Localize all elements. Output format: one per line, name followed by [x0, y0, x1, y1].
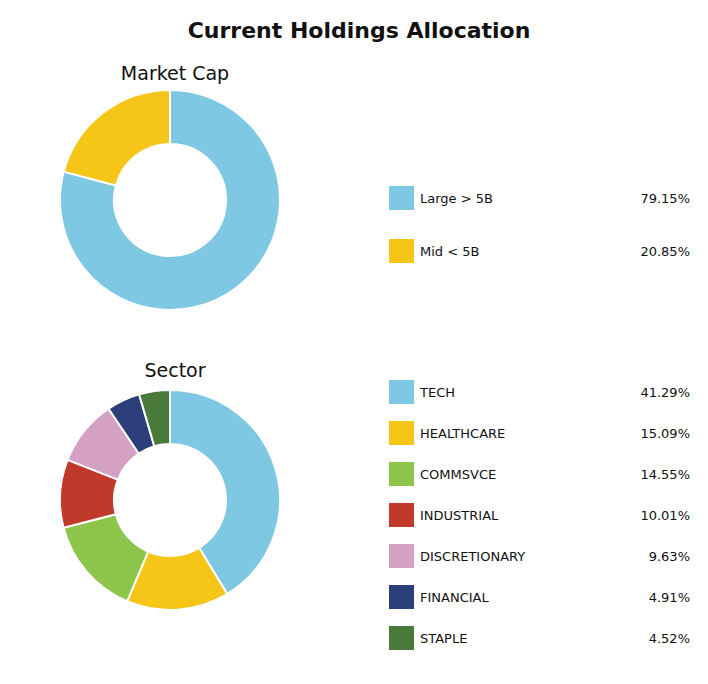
- svg-text:INDUSTRIAL: INDUSTRIAL: [420, 508, 499, 523]
- svg-text:Current Holdings Allocation: Current Holdings Allocation: [188, 18, 531, 43]
- svg-text:4.91%: 4.91%: [649, 590, 690, 605]
- svg-text:Sector: Sector: [144, 359, 205, 381]
- svg-text:79.15%: 79.15%: [640, 191, 690, 206]
- svg-text:20.85%: 20.85%: [640, 244, 690, 259]
- svg-text:15.09%: 15.09%: [640, 426, 690, 441]
- svg-text:COMMSVCE: COMMSVCE: [420, 467, 496, 482]
- svg-text:DISCRETIONARY: DISCRETIONARY: [420, 549, 525, 564]
- svg-text:FINANCIAL: FINANCIAL: [420, 590, 489, 605]
- svg-text:10.01%: 10.01%: [640, 508, 690, 523]
- svg-text:14.55%: 14.55%: [640, 467, 690, 482]
- svg-text:Market Cap: Market Cap: [121, 62, 229, 84]
- svg-text:4.52%: 4.52%: [649, 631, 690, 646]
- svg-text:Mid < 5B: Mid < 5B: [420, 244, 479, 259]
- svg-text:9.63%: 9.63%: [649, 549, 690, 564]
- svg-text:41.29%: 41.29%: [640, 385, 690, 400]
- svg-text:TECH: TECH: [419, 385, 455, 400]
- svg-text:HEALTHCARE: HEALTHCARE: [420, 426, 505, 441]
- svg-text:Large > 5B: Large > 5B: [420, 191, 493, 206]
- svg-text:STAPLE: STAPLE: [420, 631, 467, 646]
